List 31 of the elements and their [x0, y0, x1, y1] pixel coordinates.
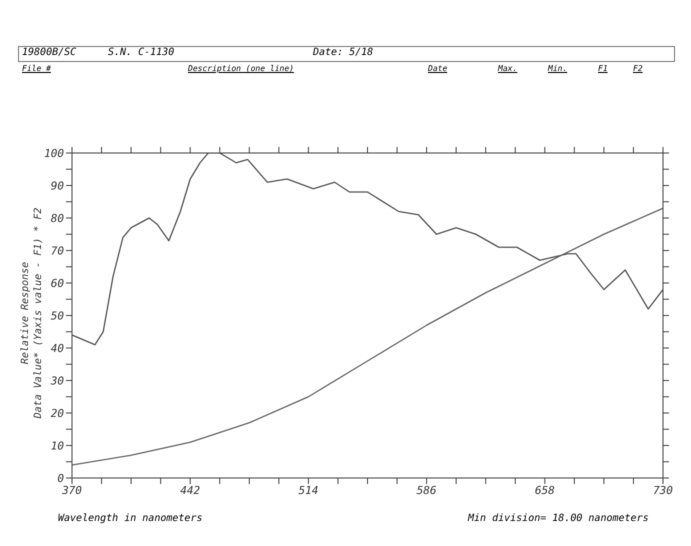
y-tick-label: 90	[50, 179, 64, 192]
text: Date: 5/18	[313, 47, 374, 58]
y-tick-label: 0	[57, 472, 64, 485]
text: Date	[428, 64, 448, 73]
text: Max.	[498, 64, 518, 73]
y-tick-label: 100	[44, 146, 64, 160]
y-tick-label: 70	[50, 244, 64, 258]
y-tick-label: 40	[50, 342, 64, 355]
y-tick-label: 10	[50, 439, 64, 452]
y-tick-label: 20	[50, 406, 64, 420]
y-tick-label: 60	[50, 276, 64, 290]
text: F1	[598, 64, 608, 73]
x-tick-label: 586	[416, 484, 437, 497]
x-tick-label: 370	[61, 484, 82, 497]
y-axis-title: Relative Response Data Value* (Yaxis value - F1) * F2	[20, 208, 44, 420]
x-axis-title: Wavelength in nanometers	[58, 513, 202, 524]
y-tick-label: 30	[50, 374, 64, 388]
x-tick-label: 730	[653, 484, 674, 497]
text: 19800B/SC	[22, 47, 76, 58]
x-tick-label: 514	[298, 484, 318, 497]
text: S.N. C-1130	[108, 47, 174, 58]
y-tick-label: 80	[50, 212, 64, 225]
text: File #	[22, 64, 51, 73]
text: Min.	[548, 64, 568, 73]
text: Description (one line)	[188, 64, 294, 73]
x-tick-label: 658	[534, 484, 556, 497]
text: F2	[633, 64, 643, 73]
y-tick-label: 50	[50, 309, 64, 322]
x-tick-label: 442	[180, 484, 201, 497]
text: Min division= 18.00 nanometers	[468, 513, 649, 524]
line-series	[72, 208, 663, 466]
